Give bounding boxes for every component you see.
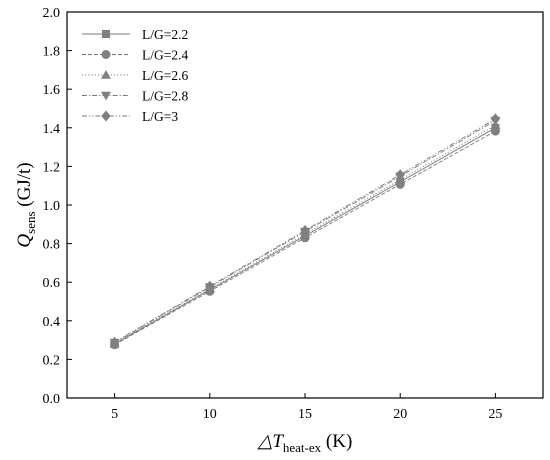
- legend: L/G=2.2 L/G=2.4 L/G=2.6 L/G=2.8 L/G=3: [82, 27, 188, 124]
- plot-frame: [66, 11, 544, 399]
- y-tick-label: 0.0: [43, 392, 61, 407]
- legend-label: L/G=3: [142, 109, 178, 124]
- legend-marker: [102, 30, 110, 38]
- x-axis-title-suffix: (K): [321, 431, 352, 452]
- y-tick-label: 1.0: [43, 199, 61, 214]
- legend-marker: [101, 110, 111, 122]
- data-point: [490, 113, 501, 125]
- x-tick-label: 10: [203, 407, 217, 422]
- legend-marker: [101, 91, 111, 101]
- legend-label: L/G=2.6: [142, 68, 188, 83]
- series-line: [114, 120, 496, 343]
- y-tick-label: 1.4: [43, 122, 61, 137]
- y-tick-label: 0.4: [43, 315, 61, 330]
- x-tick-label: 15: [298, 407, 312, 422]
- series-markers: [109, 113, 501, 350]
- x-axis-title: △Theat-ex (K): [257, 431, 353, 455]
- y-tick-label: 1.8: [43, 45, 61, 60]
- x-tick-label: 5: [111, 407, 118, 422]
- y-tick-label: 1.6: [43, 83, 61, 98]
- y-tick-label: 2.0: [43, 6, 61, 21]
- legend-marker: [101, 50, 111, 59]
- data-point: [395, 169, 405, 181]
- y-tick-label: 0.2: [43, 353, 61, 368]
- data-point: [109, 336, 120, 348]
- x-tick-label: 25: [488, 407, 502, 422]
- y-tick-label: 1.2: [43, 160, 61, 175]
- data-point: [300, 224, 310, 236]
- x-tick-label: 20: [393, 407, 407, 422]
- y-axis-title-sub: sens: [23, 211, 38, 233]
- x-axis-title-sub: heat-ex: [283, 440, 322, 455]
- x-axis-title-main: △T: [257, 431, 285, 452]
- y-tick-label: 0.8: [43, 238, 61, 253]
- axis-ticks: 5 10 15 20 25 0.0 0.2 0.4 0.6 0.8 1.0 1.2 1.4 1.6 1.8 2…: [43, 6, 503, 422]
- y-axis-title-main: Q: [14, 234, 35, 248]
- y-axis-title: Qsens (GJ/t): [14, 162, 38, 247]
- series-line: [114, 124, 496, 344]
- legend-label: L/G=2.2: [142, 27, 188, 42]
- legend-label: L/G=2.8: [142, 89, 188, 104]
- y-tick-label: 0.6: [43, 276, 61, 291]
- legend-label: L/G=2.4: [142, 48, 188, 63]
- legend-marker: [101, 70, 111, 79]
- y-axis-title-suffix: (GJ/t): [14, 162, 35, 211]
- data-point: [205, 280, 215, 292]
